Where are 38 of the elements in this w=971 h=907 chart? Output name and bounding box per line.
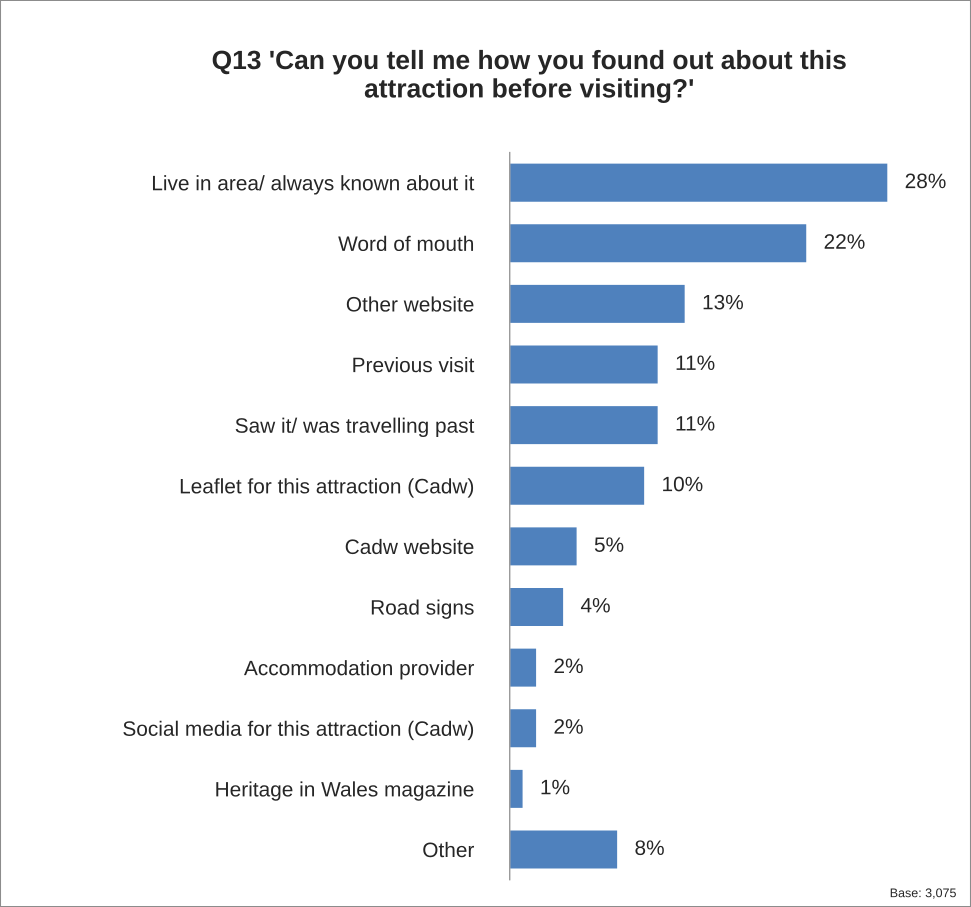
y-tick-label: Other xyxy=(423,842,474,858)
bar xyxy=(510,647,538,688)
bar xyxy=(510,284,686,324)
y-tick-label: Previous visit xyxy=(353,356,474,372)
chart-title: Q13 'Can you tell me how you found out about this attraction before visiting?' xyxy=(212,50,846,104)
y-tick-label: Other website xyxy=(346,296,474,312)
data-label: 8% xyxy=(635,840,664,856)
bar xyxy=(510,344,660,385)
y-tick-label: Cadw website xyxy=(346,538,474,554)
bar xyxy=(510,708,538,749)
bar xyxy=(510,526,578,567)
data-label: 11% xyxy=(676,416,714,431)
y-tick-label: Heritage in Wales magazine xyxy=(216,781,474,801)
data-label: 2% xyxy=(554,719,583,734)
data-label: 1% xyxy=(542,780,570,794)
y-tick-label: Road signs xyxy=(372,599,474,619)
data-label: 10% xyxy=(663,476,702,492)
data-label: 22% xyxy=(824,234,865,249)
bar xyxy=(510,404,660,446)
y-tick-label: Accommodation provider xyxy=(244,660,474,680)
bar xyxy=(510,162,888,204)
data-label: 2% xyxy=(554,658,583,674)
data-label: 5% xyxy=(594,537,624,552)
y-tick-label: Leaflet for this attraction (Cadw) xyxy=(180,478,474,498)
bar xyxy=(510,586,564,628)
bar xyxy=(510,768,524,810)
text: Base: 3,075 xyxy=(890,888,956,899)
data-label: 4% xyxy=(580,598,610,613)
y-tick-label: Social media for this attraction (Cadw) xyxy=(123,720,474,740)
data-label: 11% xyxy=(676,355,714,370)
bar xyxy=(510,829,619,870)
y-tick-label: Saw it/ was travelling past xyxy=(236,418,474,438)
y-tick-label: Word of mouth xyxy=(338,236,474,252)
data-label: 28% xyxy=(906,174,946,188)
y-tick-label: Live in area/ always known about it xyxy=(152,175,474,195)
bar xyxy=(510,465,646,506)
data-label: 13% xyxy=(704,294,743,310)
bar xyxy=(510,222,808,264)
